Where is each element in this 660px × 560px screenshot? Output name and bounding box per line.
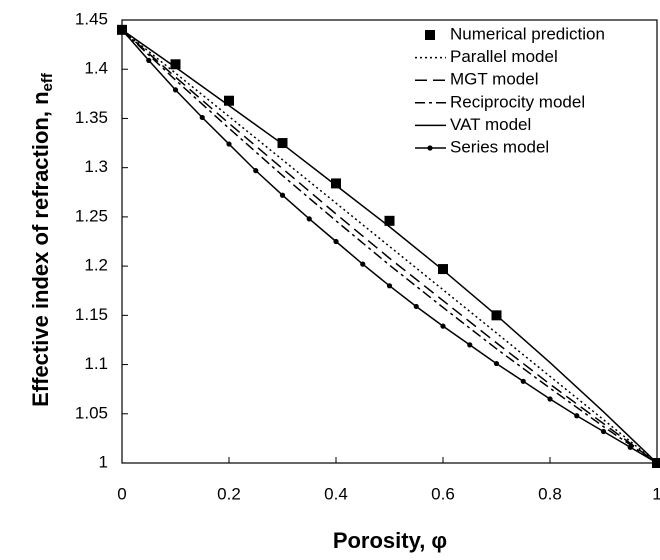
y-tick-label: 1.15 bbox=[75, 305, 108, 324]
marker bbox=[547, 396, 553, 402]
legend-label: Numerical prediction bbox=[450, 24, 605, 43]
y-axis-label-main: Effective index of refraction, n bbox=[28, 91, 53, 406]
legend-label: Series model bbox=[450, 137, 549, 156]
x-tick-label: 0.4 bbox=[324, 484, 348, 503]
marker bbox=[333, 238, 339, 245]
marker bbox=[226, 141, 232, 147]
y-tick-label: 1.35 bbox=[75, 108, 108, 127]
y-tick-label: 1.05 bbox=[75, 403, 108, 422]
marker bbox=[199, 114, 205, 121]
x-axis-label: Porosity, φ bbox=[333, 528, 447, 553]
marker bbox=[146, 57, 152, 63]
x-tick-label: 0.6 bbox=[431, 484, 455, 503]
y-tick-label: 1.3 bbox=[84, 157, 108, 176]
marker bbox=[224, 95, 234, 106]
y-tick-label: 1.1 bbox=[84, 354, 108, 373]
marker bbox=[600, 428, 607, 435]
marker bbox=[574, 413, 580, 419]
x-tick-label: 0.8 bbox=[538, 484, 562, 503]
marker bbox=[170, 59, 181, 70]
legend-label: Reciprocity model bbox=[450, 92, 585, 111]
series-line bbox=[121, 29, 658, 464]
legend-label: VAT model bbox=[450, 115, 531, 134]
marker bbox=[253, 168, 259, 174]
y-tick-label: 1.2 bbox=[84, 256, 108, 275]
marker bbox=[277, 138, 288, 149]
marker bbox=[384, 215, 395, 226]
y-tick-label: 1.25 bbox=[75, 206, 108, 225]
marker bbox=[654, 460, 660, 466]
marker bbox=[279, 192, 286, 198]
marker bbox=[520, 378, 526, 384]
series-line bbox=[121, 29, 658, 464]
marker bbox=[438, 264, 448, 275]
marker bbox=[360, 261, 366, 267]
series-line bbox=[121, 29, 658, 464]
plot-frame bbox=[121, 19, 658, 464]
y-axis-label: Effective index of refraction, neff bbox=[28, 72, 56, 407]
y-tick-label: 1 bbox=[99, 452, 108, 471]
y-tick-label: 1.4 bbox=[84, 59, 108, 78]
marker bbox=[386, 283, 393, 289]
marker bbox=[172, 87, 179, 93]
legend-label: MGT model bbox=[450, 70, 539, 89]
marker bbox=[413, 303, 419, 310]
y-tick-label: 1.45 bbox=[75, 9, 108, 28]
marker bbox=[425, 30, 435, 40]
marker bbox=[119, 27, 125, 33]
x-tick-label: 0 bbox=[117, 484, 126, 503]
marker bbox=[627, 444, 633, 450]
legend-label: Parallel model bbox=[450, 47, 558, 66]
marker bbox=[331, 178, 341, 189]
x-tick-label: 0.2 bbox=[217, 484, 241, 503]
marker bbox=[440, 323, 446, 329]
y-axis-label-sub: eff bbox=[39, 72, 56, 91]
marker bbox=[427, 145, 433, 151]
marker bbox=[306, 216, 312, 222]
marker bbox=[493, 360, 500, 367]
marker bbox=[467, 342, 473, 348]
x-tick-label: 1 bbox=[652, 484, 660, 503]
